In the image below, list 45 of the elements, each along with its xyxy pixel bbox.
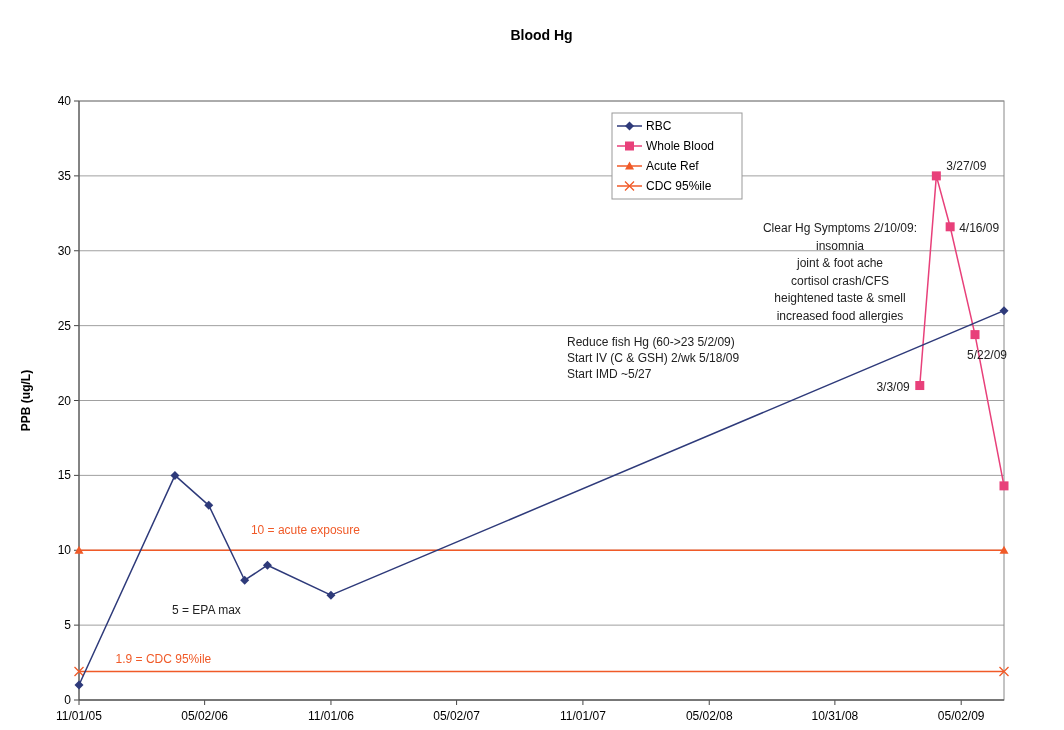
legend-label: Acute Ref	[646, 159, 700, 173]
point	[170, 470, 180, 480]
annotation: 5 = EPA max	[172, 603, 241, 617]
point	[73, 666, 85, 677]
point	[240, 575, 250, 585]
point	[999, 481, 1009, 491]
x-tick-label: 05/02/09	[937, 709, 985, 723]
x-tick-label: 11/01/05	[56, 709, 103, 723]
annotation: 3/27/09	[946, 158, 987, 173]
annotation: 10 = acute exposure	[250, 523, 361, 538]
y-tick-label: 5	[64, 618, 72, 633]
point	[74, 680, 84, 690]
y-tick-label: 40	[57, 94, 72, 108]
point	[931, 171, 941, 181]
legend-label: Whole Blood	[646, 139, 715, 153]
y-tick-label: 20	[57, 393, 72, 408]
chart-title: Blood Hg	[510, 27, 573, 43]
point	[999, 306, 1009, 316]
point	[915, 381, 925, 391]
x-tick-label: 11/01/06	[308, 709, 355, 723]
legend-label: CDC 95%ile	[646, 179, 712, 193]
y-tick-label: 30	[57, 243, 72, 258]
x-tick-label: 05/02/06	[181, 709, 229, 723]
x-tick-label: 05/02/07	[433, 709, 481, 723]
annotation: Clear Hg Symptoms 2/10/09: insomnia joint & foot ache cortisol crash/CFS heightened taste & smell increased food allergies	[762, 221, 918, 323]
legend-label: RBC	[646, 119, 672, 133]
point	[204, 500, 214, 510]
point	[262, 560, 272, 570]
point	[998, 666, 1010, 677]
y-axis-title: PPB (ug/L)	[19, 369, 33, 432]
x-tick-label: 05/02/08	[685, 709, 733, 723]
point	[326, 590, 336, 600]
x-tick-label: 10/31/08	[811, 709, 859, 723]
point	[945, 222, 955, 232]
annotation: Reduce fish Hg (60->23 5/2/09) Start IV (C & GSH) 2/wk 5/18/09 Start IMD ~5/27	[567, 335, 740, 381]
annotation: 3/3/09	[876, 379, 911, 394]
point	[970, 330, 980, 340]
annotation: 4/16/09	[959, 220, 1000, 235]
y-tick-label: 10	[57, 543, 72, 558]
y-tick-label: 35	[57, 168, 72, 183]
x-tick-label: 11/01/07	[560, 709, 607, 723]
y-tick-label: 15	[57, 468, 72, 483]
y-tick-label: 25	[57, 318, 72, 333]
y-tick-label: 0	[64, 693, 72, 707]
annotation: 1.9 = CDC 95%ile	[115, 651, 212, 666]
